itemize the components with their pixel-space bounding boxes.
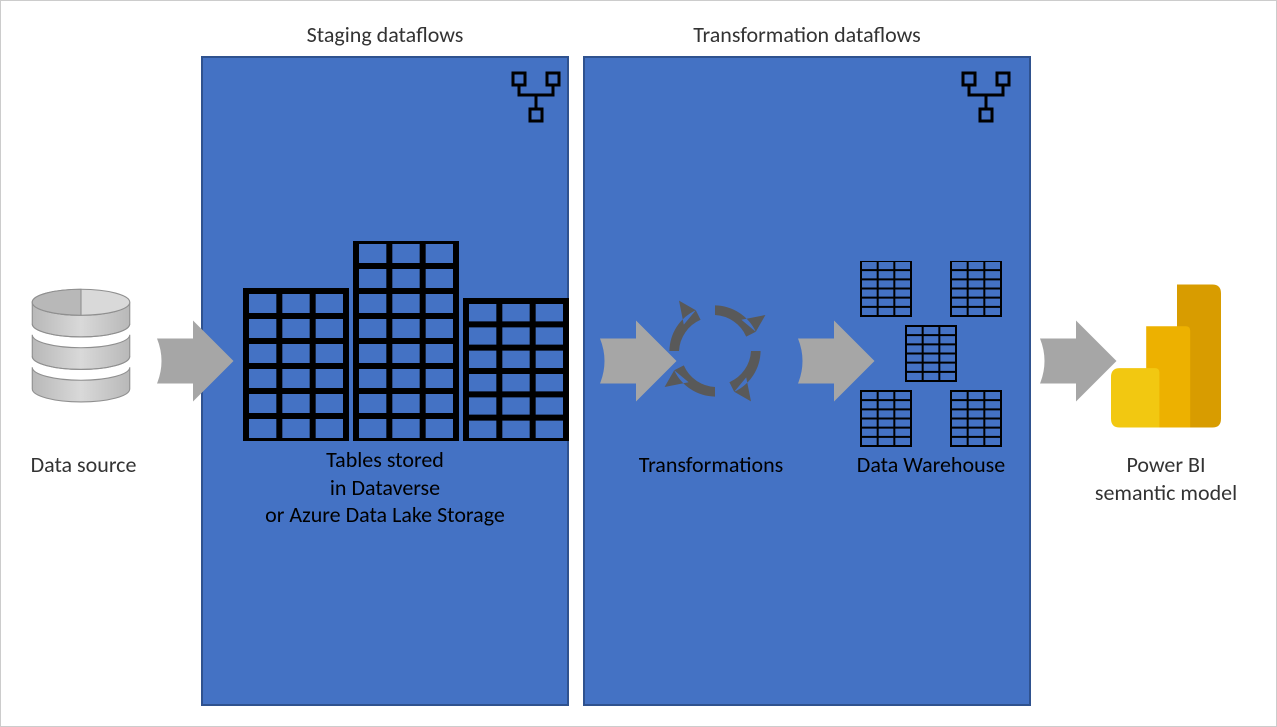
caption-line: Power BI: [1126, 451, 1205, 478]
caption-line: in Dataverse: [330, 474, 440, 501]
transformations-caption: Transformations: [606, 451, 816, 479]
storage-tables-icon: [241, 241, 571, 451]
datasource-caption: Data source: [1, 451, 166, 479]
caption-line: Tables stored: [326, 446, 444, 473]
power-bi-icon: [1111, 281, 1221, 431]
database-icon: [26, 286, 136, 416]
dataflow-branch-icon-1: [511, 71, 561, 126]
transform-title: Transformation dataflows: [583, 21, 1031, 49]
data-warehouse-caption: Data Warehouse: [831, 451, 1031, 479]
dataflow-branch-icon-2: [961, 71, 1011, 126]
storage-tables-caption: Tables stored in Dataverse or Azure Data…: [201, 446, 569, 529]
data-warehouse-icon: [841, 261, 1021, 451]
caption-line: or Azure Data Lake Storage: [265, 501, 505, 528]
power-bi-caption: Power BI semantic model: [1061, 451, 1271, 506]
transform-cycle-icon: [655, 291, 775, 411]
diagram-canvas: Staging dataflows Transformation dataflo…: [0, 0, 1277, 727]
arrow-icon-1: [148, 311, 238, 411]
staging-title: Staging dataflows: [201, 21, 569, 49]
caption-line: semantic model: [1095, 479, 1237, 506]
arrow-icon-4: [1031, 311, 1121, 411]
